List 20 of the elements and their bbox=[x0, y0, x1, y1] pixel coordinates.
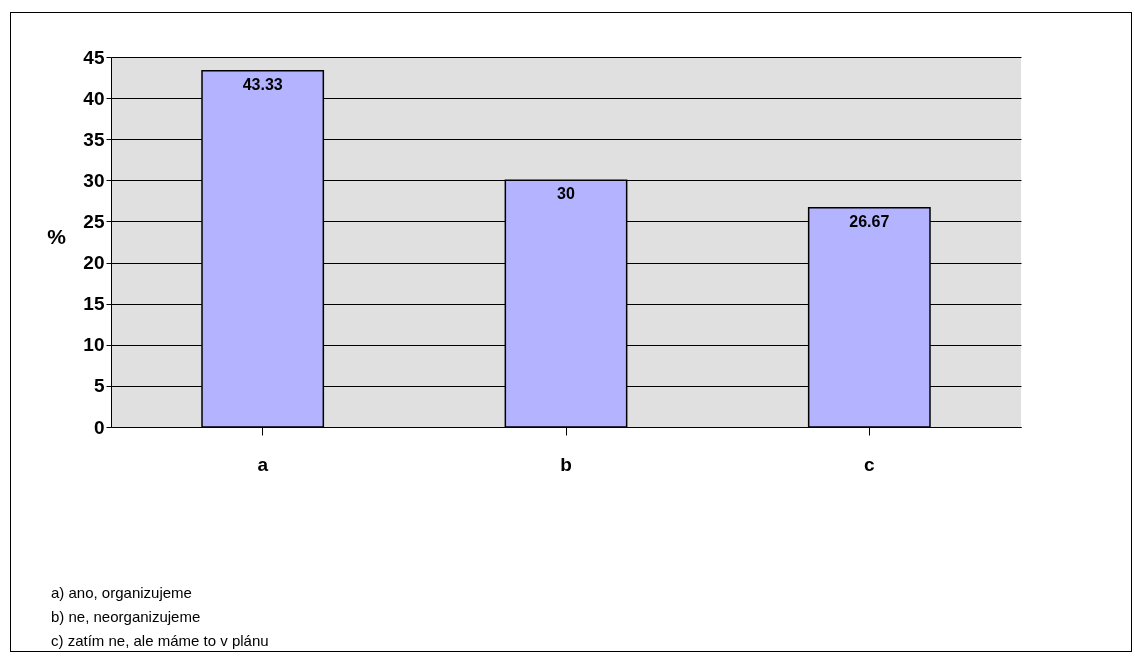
y-tick-label: 5 bbox=[93, 375, 105, 397]
data-label: 43.33 bbox=[242, 75, 283, 93]
data-label: 30 bbox=[557, 185, 575, 203]
y-tick-label: 0 bbox=[93, 416, 105, 438]
text: a) ano, organizujeme bbox=[51, 583, 193, 603]
text: b) ne, neorganizujeme bbox=[51, 607, 202, 627]
x-tick-label: b bbox=[560, 453, 572, 475]
text: c) zatím ne, ale máme to v plánu bbox=[51, 631, 270, 651]
y-tick-label: 15 bbox=[83, 293, 105, 315]
x-tick-label: a bbox=[257, 453, 269, 475]
y-tick-label: 30 bbox=[83, 169, 105, 191]
y-tick-label: 20 bbox=[83, 252, 105, 274]
x-tick-label: c bbox=[864, 453, 876, 475]
y-tick-label: 45 bbox=[83, 46, 105, 68]
data-label: 26.67 bbox=[849, 212, 890, 230]
y-tick-label: 10 bbox=[83, 334, 105, 356]
y-tick-label: 35 bbox=[83, 128, 105, 150]
y-axis-title: % bbox=[47, 224, 67, 248]
y-tick-label: 40 bbox=[83, 87, 105, 109]
y-tick-label: 25 bbox=[83, 210, 105, 232]
